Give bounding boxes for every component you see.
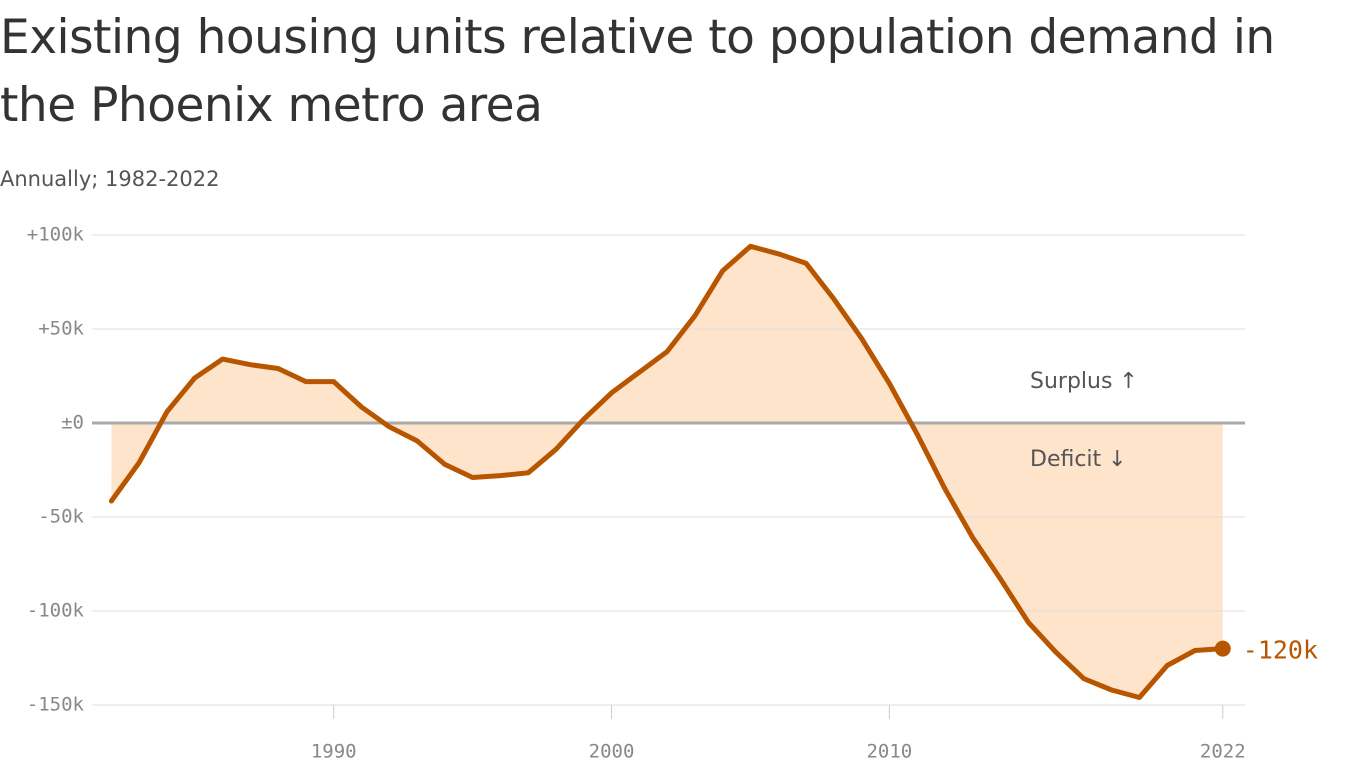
y-tick-label: +50k — [38, 318, 84, 340]
annotation: Surplus ↑ — [1030, 369, 1138, 394]
area — [111, 246, 1223, 698]
end-point — [1214, 640, 1231, 657]
x-tick-label: 1990 — [311, 741, 357, 763]
y-tick-label: -50k — [38, 506, 84, 528]
x-tick-label: 2022 — [1200, 741, 1246, 763]
value-label: -120k — [1243, 636, 1318, 665]
y-tick-label: -150k — [27, 694, 85, 716]
x-tick-label: 2000 — [589, 741, 635, 763]
y-tick-label: +100k — [27, 224, 85, 246]
y-tick-label: -100k — [27, 600, 85, 622]
chart-subtitle: Annually; 1982-2022 — [0, 167, 220, 191]
annotation: Deficit ↓ — [1030, 447, 1127, 472]
x-tick-label: 2010 — [866, 741, 912, 763]
y-tick-label: ±0 — [61, 412, 84, 434]
line — [108, 243, 1226, 700]
chart-title: Existing housing units relative to popul… — [0, 10, 1275, 133]
